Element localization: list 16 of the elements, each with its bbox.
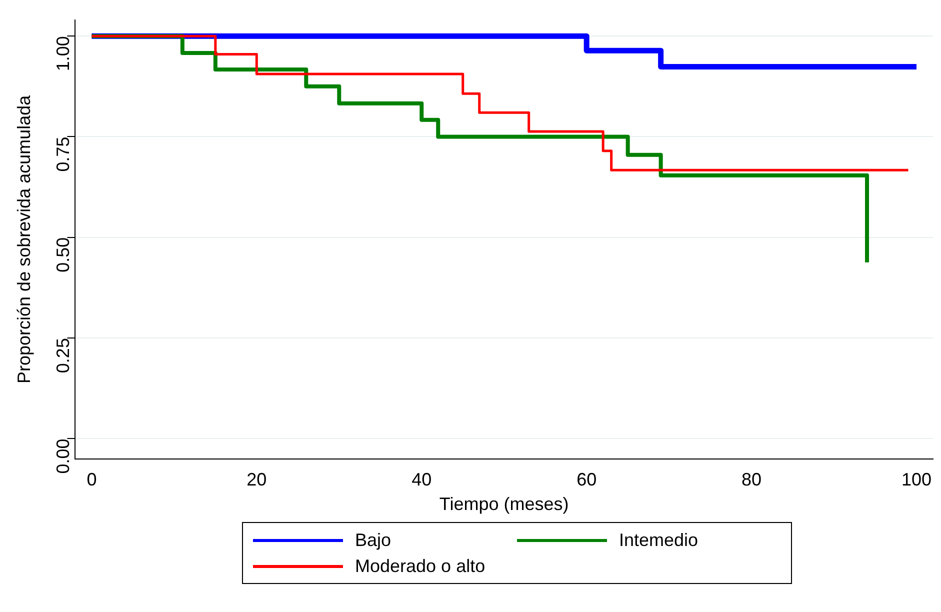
x-tick-label: 0	[86, 470, 97, 490]
y-tick-label: 0.25	[53, 338, 74, 374]
x-tick-label: 20	[246, 470, 267, 490]
y-tick-label: 1.00	[53, 36, 74, 72]
x-tick-label: 60	[576, 470, 597, 490]
legend-label: Moderado o alto	[355, 555, 486, 577]
y-tick-label: 0.50	[53, 237, 74, 272]
y-tick-label: 0.75	[53, 136, 74, 172]
x-axis-title: Tiempo (meses)	[439, 494, 569, 514]
x-tick-label: 40	[412, 470, 432, 490]
x-tick-label: 80	[742, 470, 762, 490]
x-tick-label: 100	[901, 470, 932, 490]
legend-label: Intemedio	[619, 529, 698, 551]
y-axis-title: Proporción de sobrevida acumulada	[14, 94, 34, 384]
legend-label: Bajo	[355, 529, 392, 551]
y-tick-label: 0.00	[53, 438, 74, 474]
